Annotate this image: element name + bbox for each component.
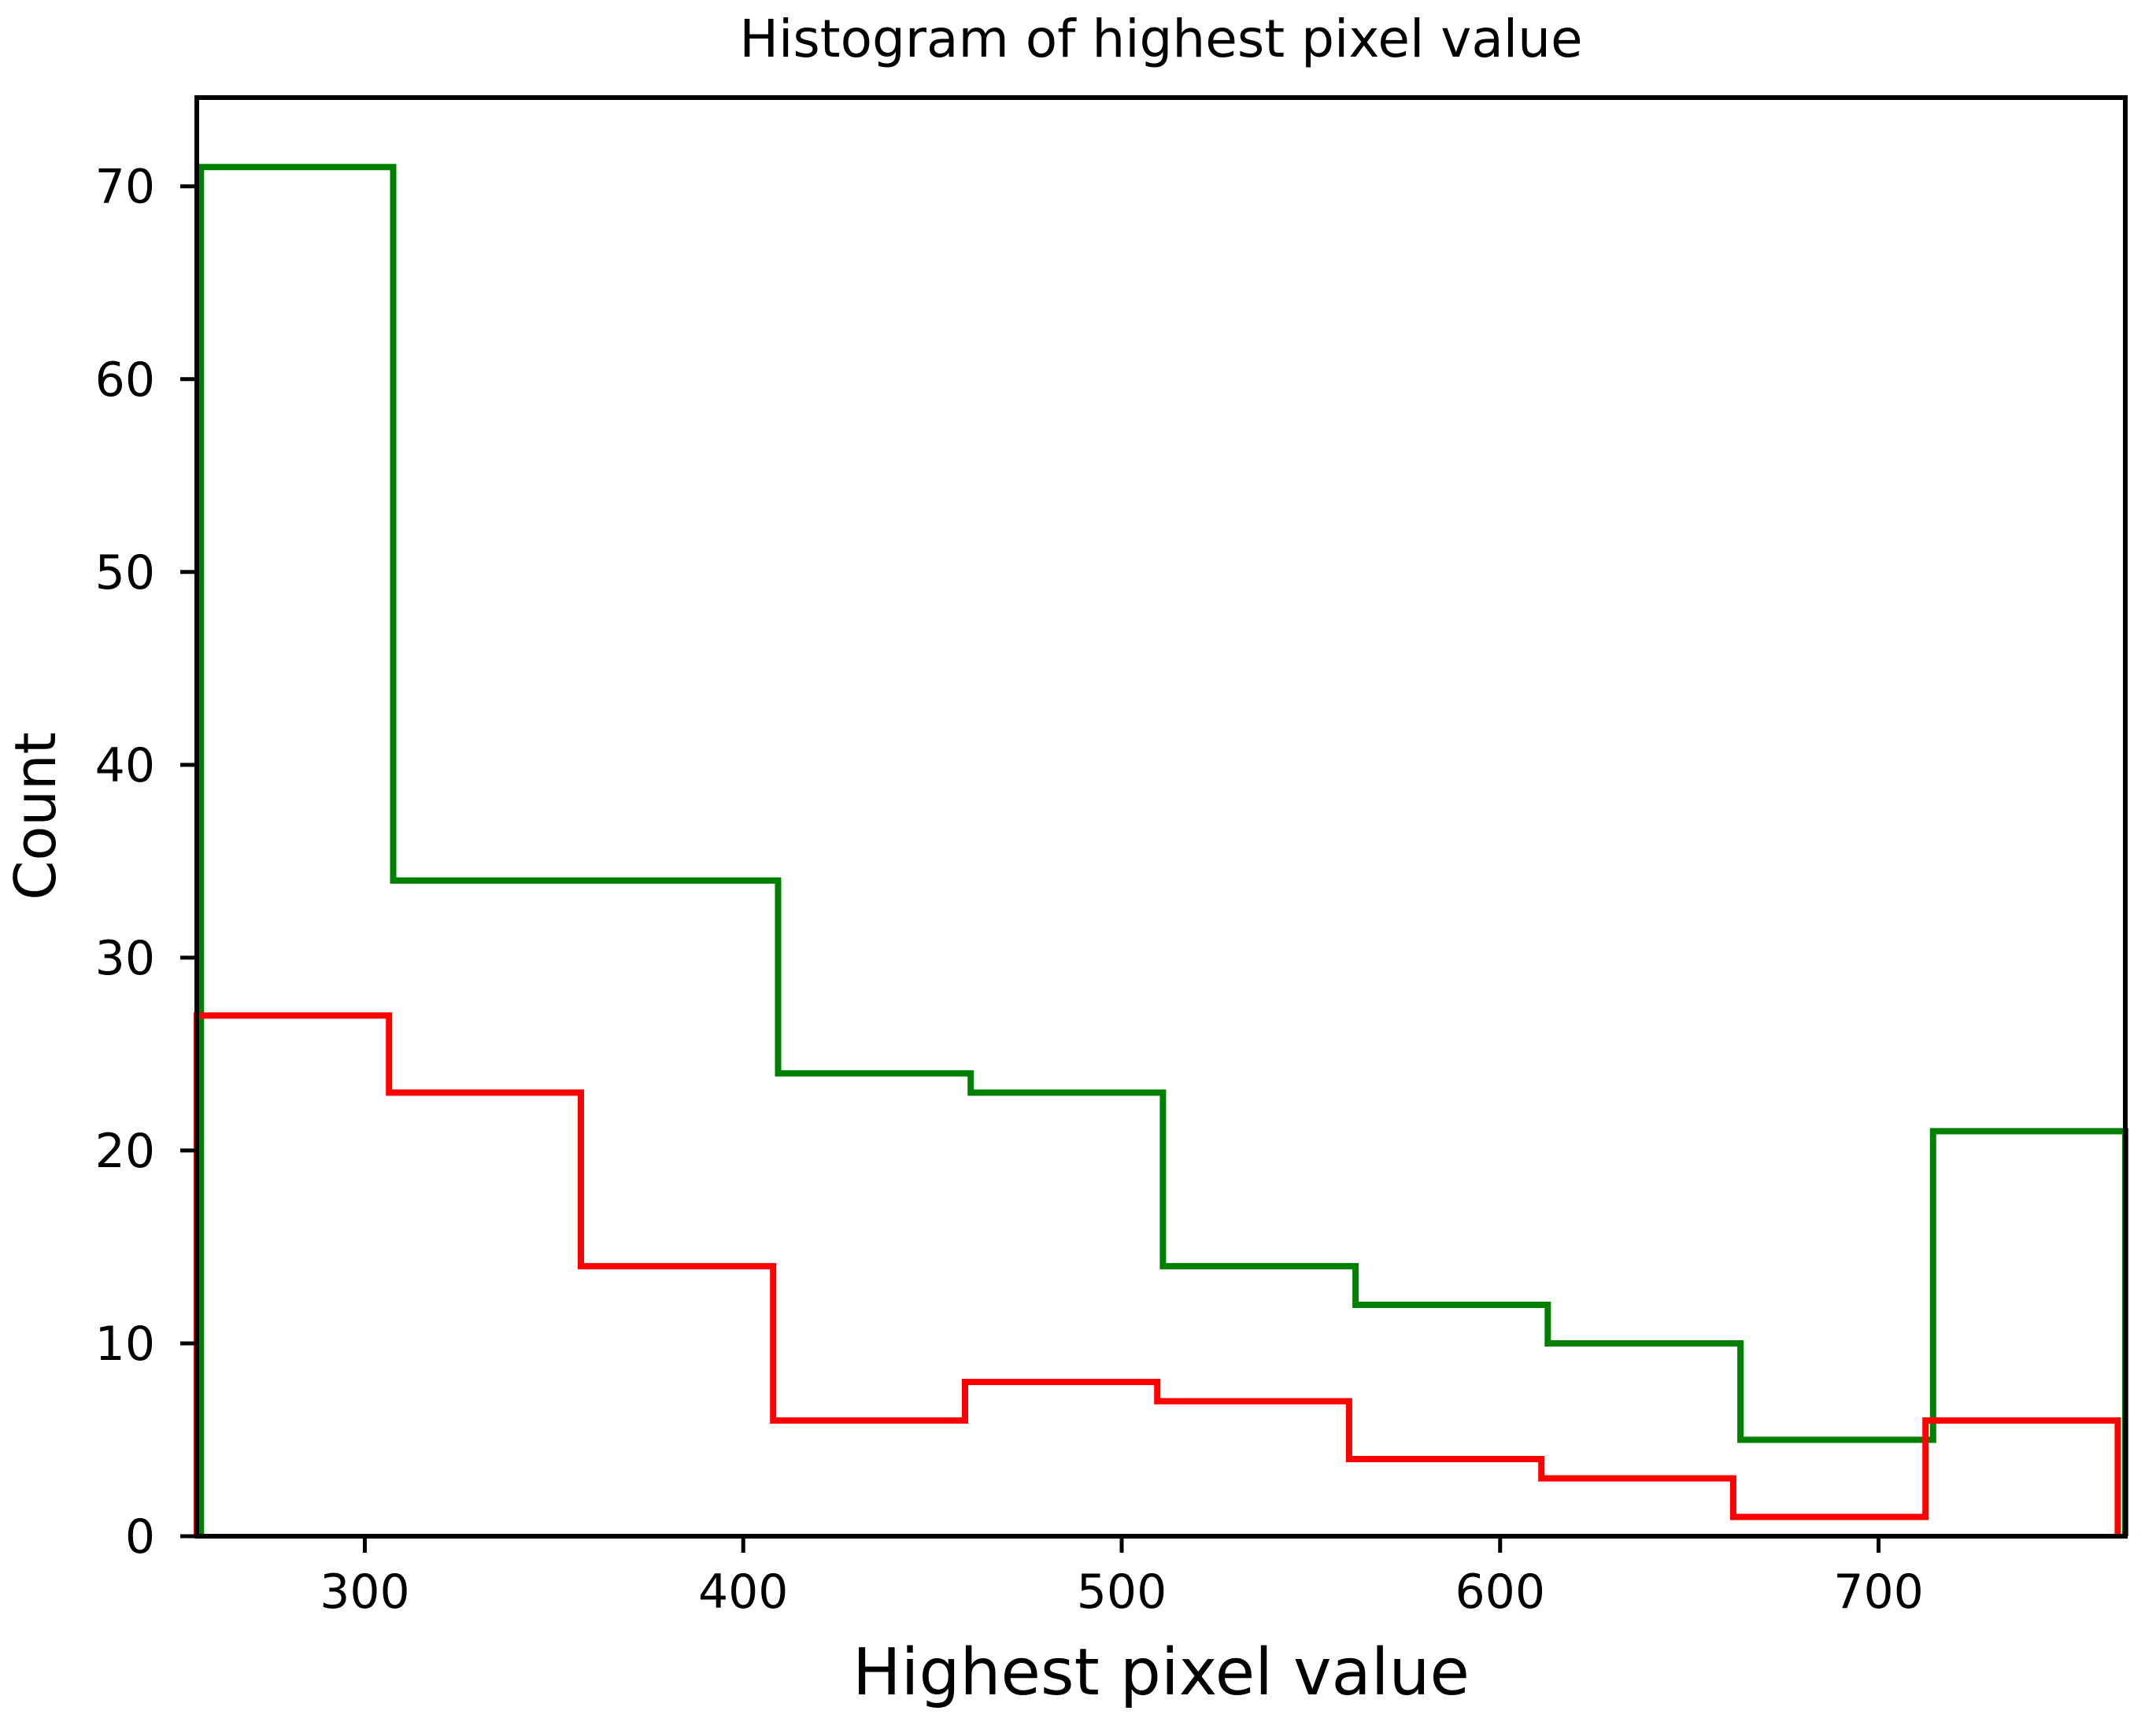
y-tick-label: 60 (95, 353, 155, 408)
y-tick-label: 20 (95, 1124, 155, 1179)
x-tick-label: 700 (1833, 1565, 1924, 1620)
y-tick-label: 10 (95, 1317, 155, 1372)
x-tick-label: 600 (1455, 1565, 1546, 1620)
y-tick-label: 40 (95, 738, 155, 793)
x-axis-label: Highest pixel value (852, 1635, 1470, 1710)
axes-spines (194, 95, 2128, 1539)
chart-title: Histogram of highest pixel value (739, 9, 1582, 69)
green-histogram-line (198, 164, 2128, 1536)
y-tick-label: 0 (125, 1509, 155, 1565)
y-tick-label: 30 (95, 931, 155, 986)
y-axis-label: Count (2, 732, 68, 900)
axes-layer: 300 400 500 600 700 0 10 20 30 40 50 60 70 (95, 95, 2128, 1620)
red-histogram-line (194, 1012, 2121, 1536)
y-tick-label: 70 (95, 160, 155, 215)
x-tick-label: 400 (698, 1565, 789, 1620)
x-tick-label: 500 (1077, 1565, 1167, 1620)
y-tick-label: 50 (95, 545, 155, 600)
x-tick-label: 300 (320, 1565, 410, 1620)
series-layer (194, 164, 2128, 1536)
